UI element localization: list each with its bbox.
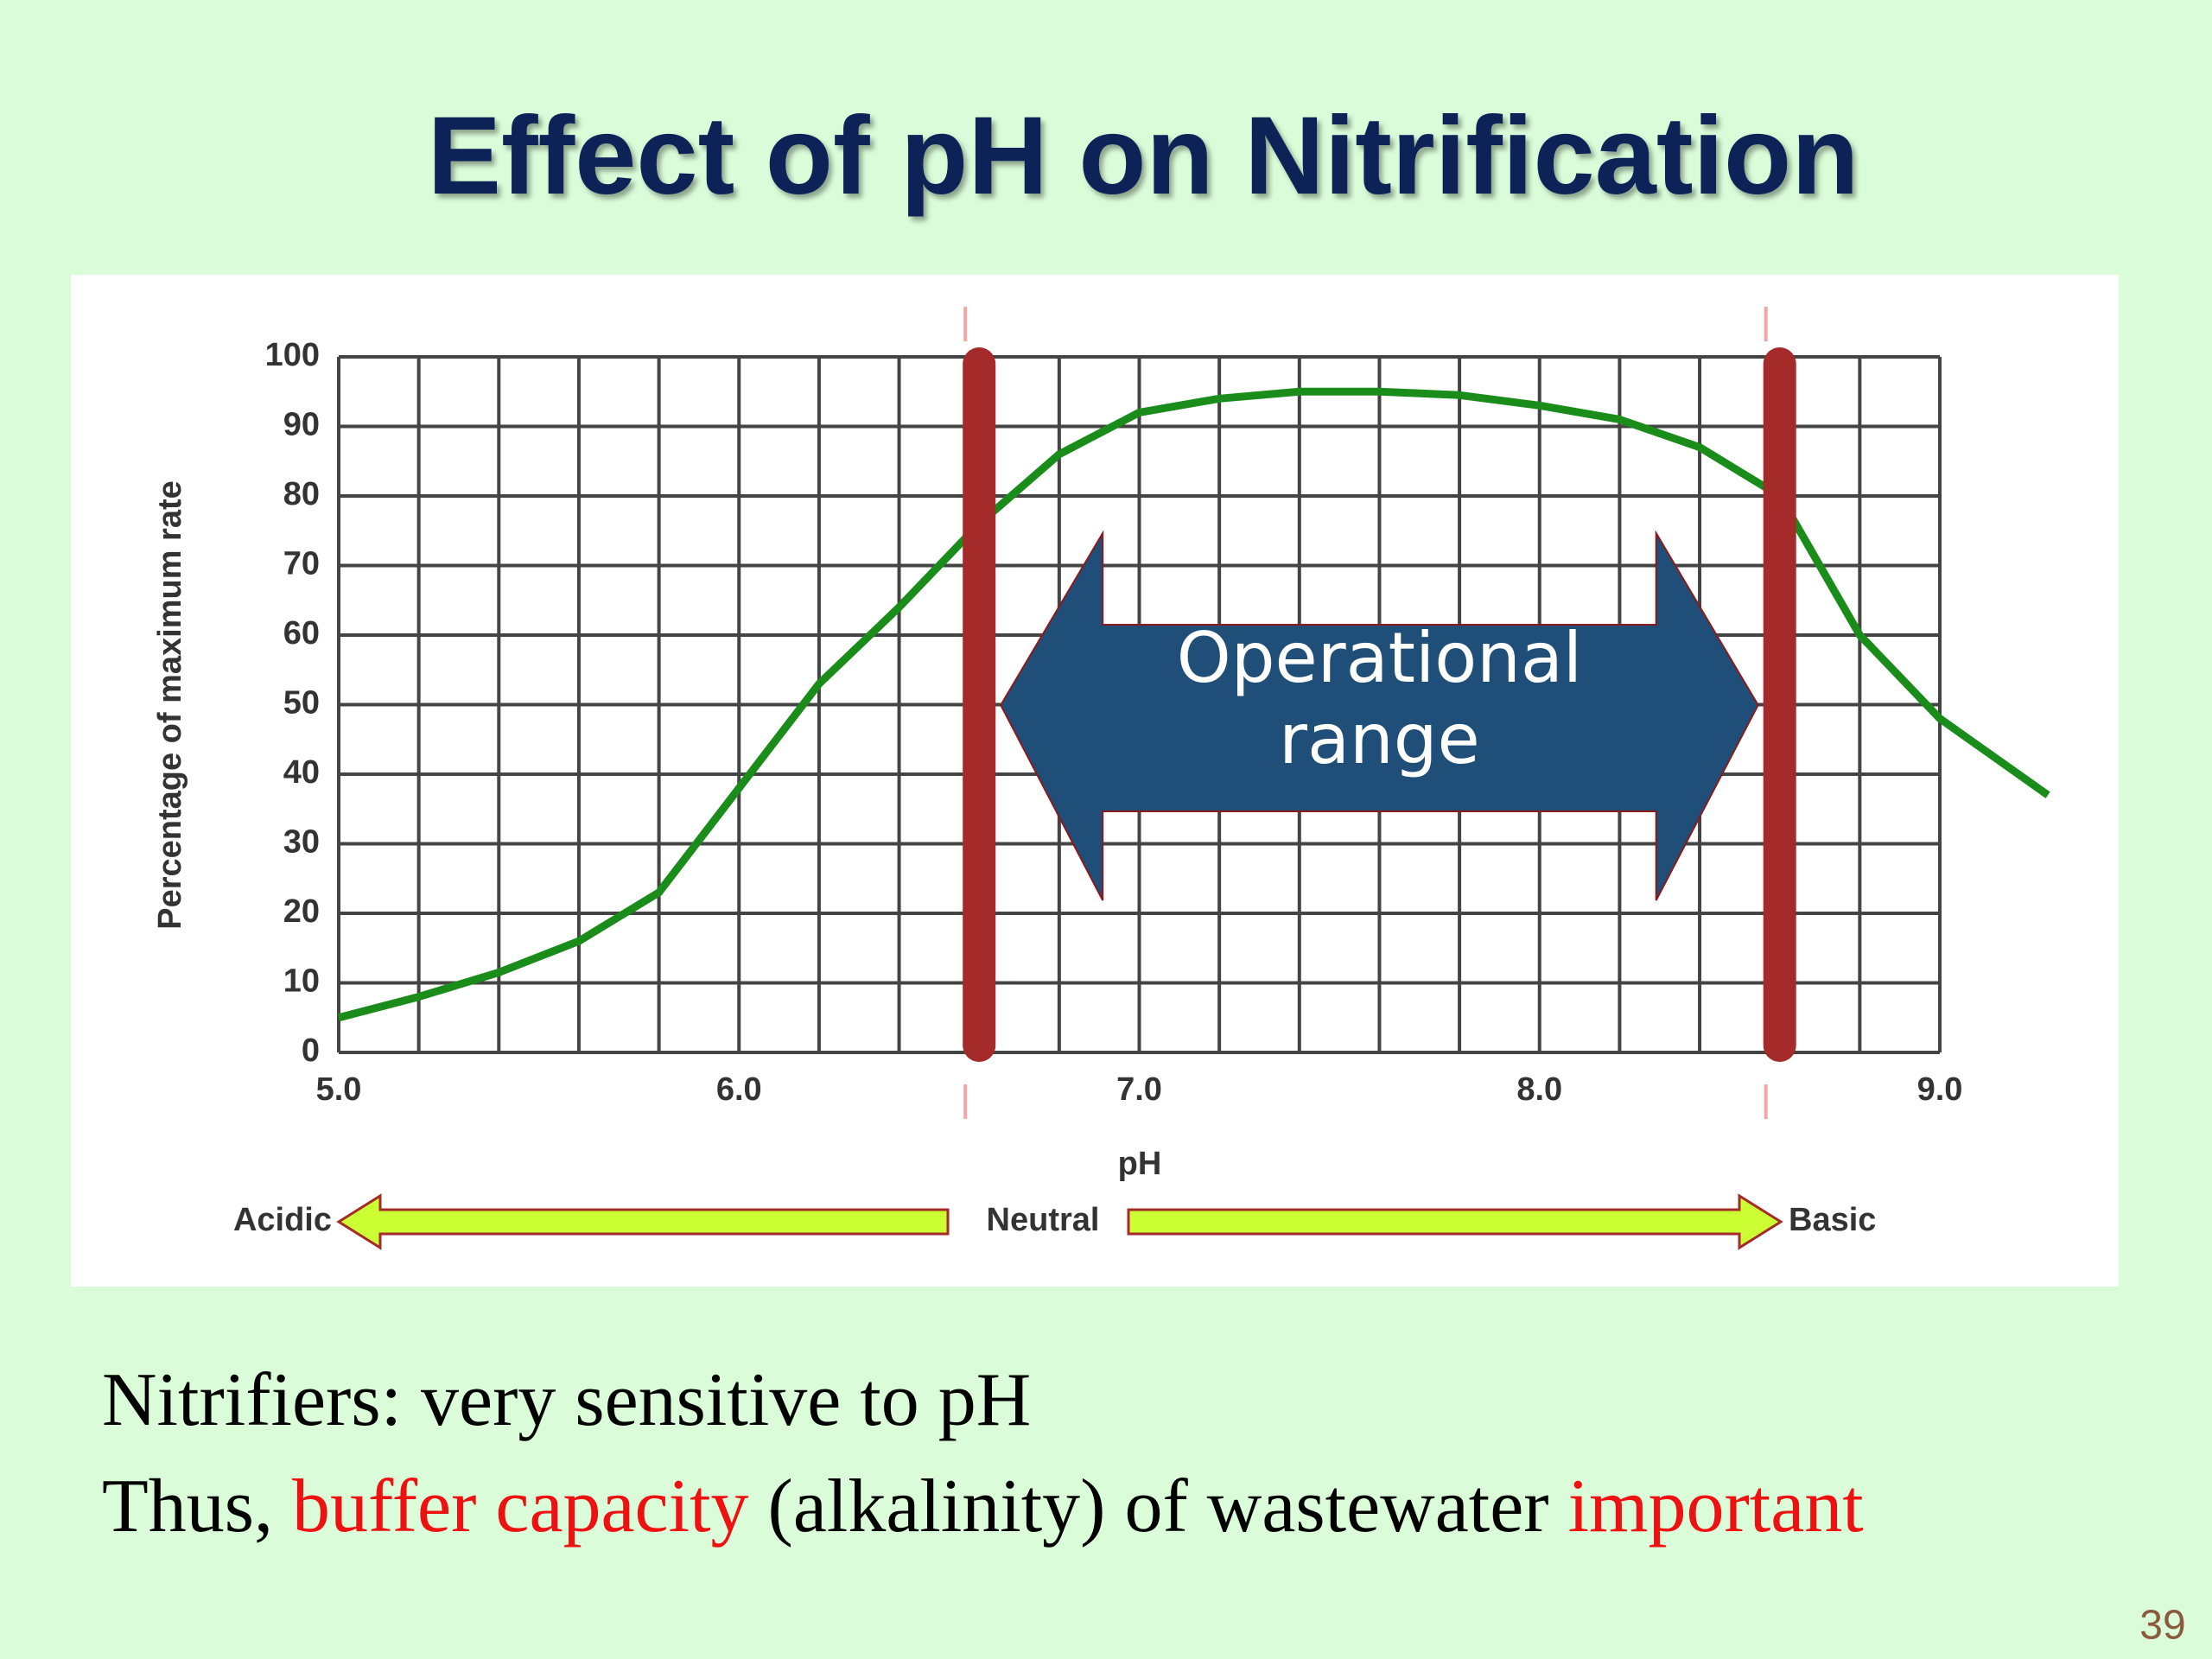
body-text: (alkalinity) of wastewater (749, 1465, 1568, 1548)
y-tick-label: 10 (283, 963, 320, 1000)
scale-arrow (1127, 1193, 1783, 1250)
body-line: Thus, buffer capacity (alkalinity) of wa… (102, 1465, 1864, 1548)
body-text: Thus, (102, 1465, 292, 1548)
range-label-box: Operational range (1176, 618, 1583, 779)
chart: 0 10 20 30 40 50 60 70 80 90 100 5.0 6.0 7.0 8.0 9.0 pH P… (152, 307, 2050, 1250)
y-tick-label: 0 (302, 1033, 320, 1069)
x-tick-label: 7.0 (1116, 1071, 1162, 1108)
scale-label: Neutral (987, 1202, 1100, 1238)
body-text: buffer capacity (292, 1465, 749, 1548)
x-axis-title: pH (1118, 1146, 1162, 1182)
body-line: Nitrifiers: very sensitive to pH (102, 1358, 1031, 1442)
y-tick-label: 40 (283, 754, 320, 791)
range-arrow (1000, 530, 1759, 901)
x-tick-label: 9.0 (1917, 1071, 1963, 1108)
scale-arrow (336, 1193, 950, 1250)
body-text: important (1568, 1465, 1864, 1548)
body-text: Nitrifiers: very sensitive to pH (102, 1358, 1031, 1442)
y-tick-label: 100 (265, 337, 320, 373)
y-tick-label: 20 (283, 893, 320, 930)
data-line (337, 387, 2050, 1022)
y-tick-label: 80 (283, 476, 320, 512)
y-axis-title: Percentage of maximum rate (152, 480, 188, 930)
y-tick-label: 60 (283, 615, 320, 652)
slide-title: Effect of pH on Nitrification (428, 94, 1859, 218)
scale-label: Acidic (233, 1202, 332, 1238)
x-tick-label: 6.0 (716, 1071, 762, 1108)
y-tick-label: 90 (283, 407, 320, 443)
y-tick-label: 50 (283, 685, 320, 721)
y-tick-label: 30 (283, 824, 320, 861)
x-tick-label: 8.0 (1516, 1071, 1562, 1108)
page-number: 39 (2139, 1603, 2185, 1649)
scale-label: Basic (1789, 1202, 1876, 1238)
y-tick-label: 70 (283, 546, 320, 582)
x-tick-label: 5.0 (316, 1071, 362, 1108)
range-label: Operational range (1176, 618, 1583, 779)
